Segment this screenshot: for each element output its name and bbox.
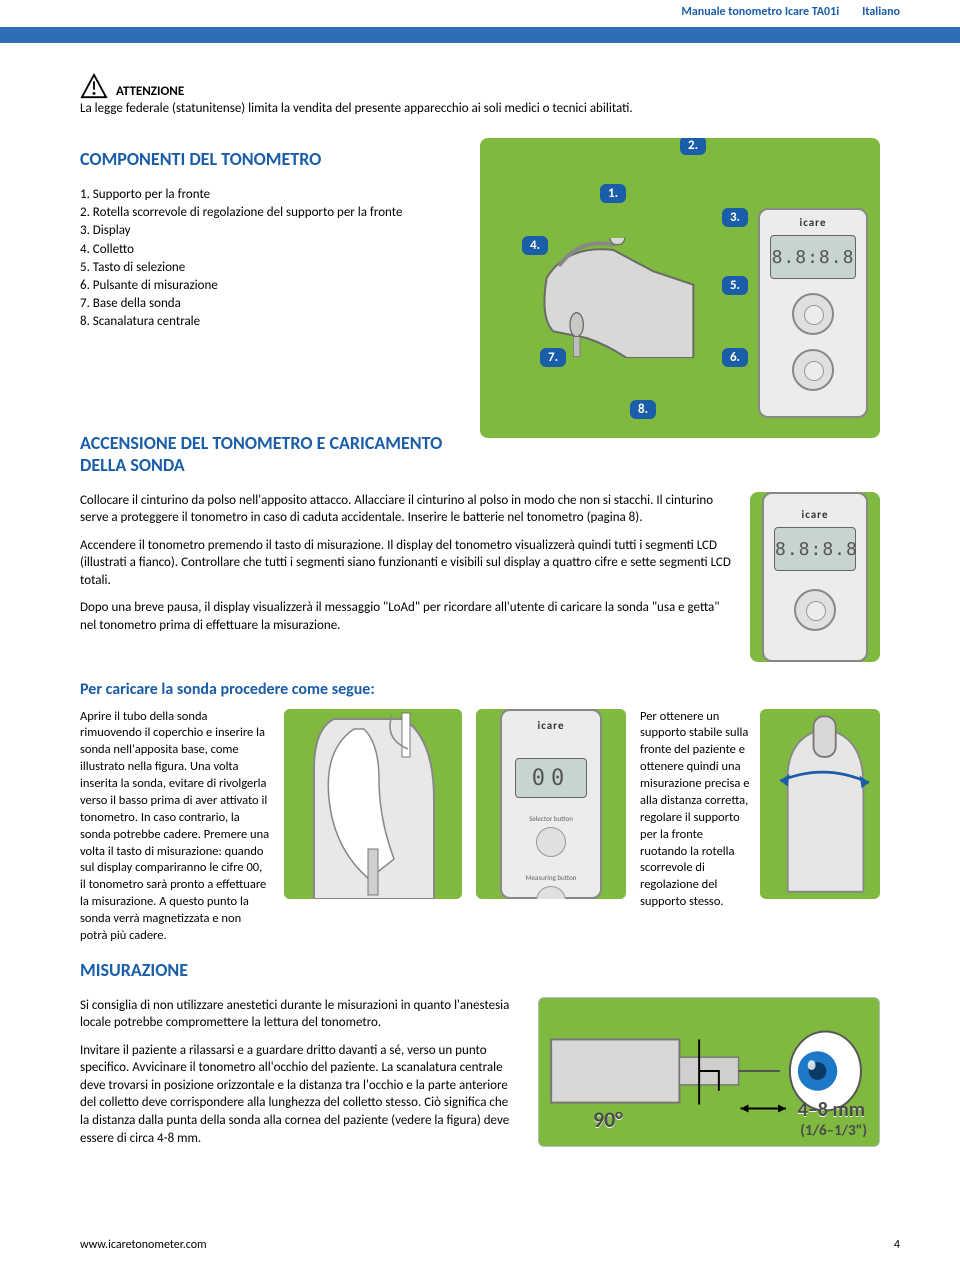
list-item: 4. Colletto — [80, 241, 460, 259]
list-item: 3. Display — [80, 222, 460, 240]
lcd-display: 8.8:8.8 — [774, 527, 856, 571]
brand-logo: icare — [760, 216, 866, 229]
load-heading: Per caricare la sonda procedere come seg… — [80, 680, 880, 699]
list-item: 5. Tasto di selezione — [80, 259, 460, 277]
list-item: 1. Supporto per la fronte — [80, 186, 460, 204]
components-list: 1. Supporto per la fronte 2. Rotella sco… — [80, 186, 460, 332]
selector-label: Selector button — [502, 814, 600, 823]
warning-text: La legge federale (statunitense) limita … — [80, 101, 880, 116]
callout-6: 6. — [722, 348, 748, 367]
selector-button-graphic — [536, 827, 566, 857]
measure-button-graphic — [792, 349, 834, 391]
lcd-display: 8.8:8.8 — [770, 235, 856, 279]
lcd-illustration: icare 8.8:8.8 — [750, 492, 880, 662]
load-instructions: Aprire il tubo della sonda rimuovendo il… — [80, 709, 270, 945]
brand-logo: icare — [502, 719, 600, 732]
device-front-panel: icare 8.8:8.8 — [758, 208, 868, 418]
adjust-support-figure — [760, 709, 880, 899]
header-bar — [0, 27, 960, 43]
components-heading: COMPONENTI DEL TONOMETRO — [80, 148, 460, 170]
page-footer: www.icaretonometer.com 4 — [80, 1237, 900, 1252]
measure-paragraph-2: Invitare il paziente a rilassarsi e a gu… — [80, 1042, 520, 1147]
measure-label: Measuring button — [502, 873, 600, 882]
warning-label: ATTENZIONE — [116, 84, 184, 99]
list-item: 8. Scanalatura centrale — [80, 313, 460, 331]
list-item: 6. Pulsante di misurazione — [80, 277, 460, 295]
page-number: 4 — [894, 1238, 900, 1252]
manual-title: Manuale tonometro Icare TA01i — [681, 5, 839, 19]
lcd-display-00: 00 — [515, 758, 587, 798]
adjust-support-text: Per ottenere un supporto stabile sulla f… — [640, 709, 750, 945]
button-graphic — [794, 589, 836, 631]
language-label: Italiano — [862, 5, 900, 19]
insert-probe-figure — [284, 709, 462, 899]
measure-paragraph-1: Si consiglia di non utilizzare anestetic… — [80, 997, 520, 1032]
callout-2: 2. — [680, 138, 706, 155]
power-heading: ACCENSIONE DEL TONOMETRO E CARICAMENTO D… — [80, 432, 460, 476]
distance-label: 4–8 mm — [798, 1098, 865, 1122]
load-row: Aprire il tubo della sonda rimuovendo il… — [80, 709, 880, 945]
callout-4: 4. — [522, 236, 548, 255]
warning-icon — [80, 73, 108, 99]
eye-distance-figure: 90° 4–8 mm (1/6–1/3") — [538, 997, 880, 1147]
callout-7: 7. — [540, 348, 566, 367]
angle-label: 90° — [593, 1106, 623, 1133]
display-00-figure: icare 00 Selector button Measuring butto… — [476, 709, 626, 899]
callout-1: 1. — [600, 184, 626, 203]
distance-fraction: (1/6–1/3") — [800, 1122, 867, 1140]
selector-button-graphic — [792, 293, 834, 335]
measure-button-graphic — [536, 886, 566, 899]
brand-logo: icare — [764, 508, 866, 521]
device-side-graphic — [500, 238, 740, 358]
measure-heading: MISURAZIONE — [80, 959, 880, 981]
components-diagram: icare 8.8:8.8 1. 2. 3. 4. 5. — [480, 138, 880, 438]
list-item: 2. Rotella scorrevole di regolazione del… — [80, 204, 460, 222]
callout-5: 5. — [722, 276, 748, 295]
warning-block: ATTENZIONE — [80, 73, 880, 99]
callout-8: 8. — [630, 400, 656, 419]
callout-3: 3. — [722, 208, 748, 227]
page-header: Manuale tonometro Icare TA01i Italiano — [0, 0, 960, 21]
footer-url: www.icaretonometer.com — [80, 1238, 207, 1252]
list-item: 7. Base della sonda — [80, 295, 460, 313]
